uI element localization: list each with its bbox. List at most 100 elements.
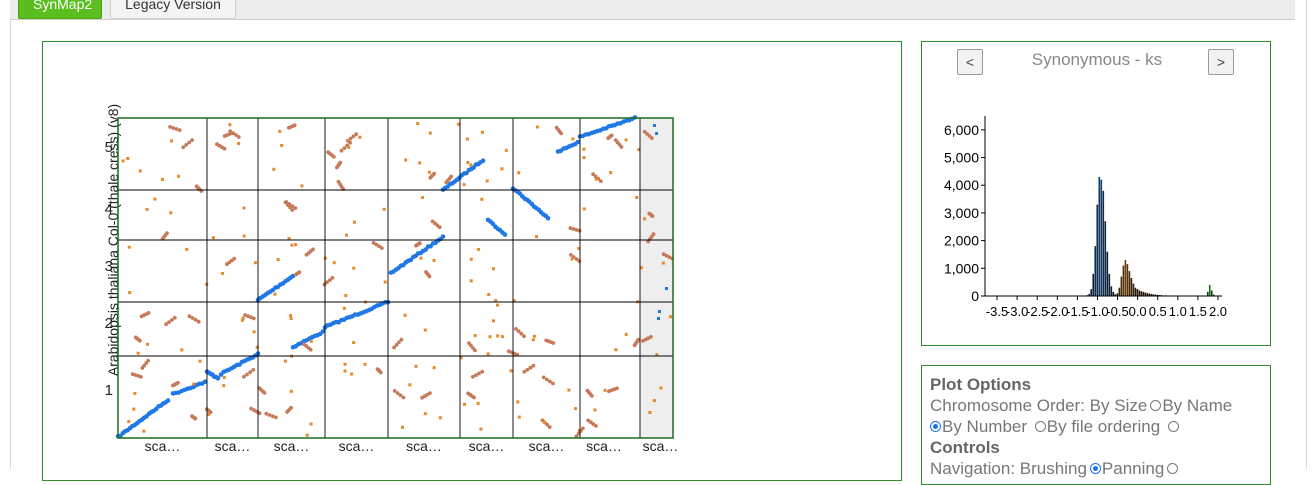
order-by-name-radio[interactable]: [930, 421, 941, 432]
ortholog-dot: [285, 410, 289, 414]
histogram-bar: [1107, 252, 1109, 296]
histogram-bar: [1096, 205, 1098, 296]
histogram-bar: [1141, 291, 1143, 296]
match-dot: [487, 352, 490, 355]
histogram-bar: [1090, 289, 1092, 296]
match-dot: [470, 279, 473, 282]
dotplot-panel: Arabidopsis thaliana Col-0 (thale cress)…: [42, 41, 902, 481]
match-dot: [280, 144, 283, 147]
histogram-x-tick-label: 0.0: [1129, 304, 1147, 319]
histogram-bar: [1207, 292, 1209, 296]
match-dot: [582, 148, 585, 151]
ortholog-dot: [641, 339, 645, 343]
chromosome-order-label: Chromosome Order:: [930, 396, 1085, 415]
match-dot: [243, 235, 246, 238]
match-dot: [643, 217, 646, 220]
match-dot: [543, 421, 546, 424]
order-by-name-label: By Name: [1162, 396, 1232, 415]
match-dot: [344, 294, 347, 297]
order-by-file-radio[interactable]: [1168, 421, 1179, 432]
histogram-x-tick-label: -3.0: [1006, 304, 1028, 319]
match-dot: [571, 137, 574, 140]
ortholog-dot: [379, 371, 383, 375]
match-dot: [128, 291, 131, 294]
match-dot: [401, 426, 404, 429]
ortholog-dot: [346, 139, 350, 143]
ortholog-dot: [542, 376, 546, 380]
match-dot: [571, 258, 574, 261]
histogram-x-tick-label: 1.5: [1189, 304, 1207, 319]
order-by-size-radio[interactable]: [1150, 400, 1161, 411]
match-dot: [278, 130, 281, 133]
dotplot-shaded-region: [640, 118, 673, 438]
ortholog-dot: [187, 141, 191, 145]
match-dot: [496, 334, 499, 337]
histogram-bar: [1125, 260, 1127, 296]
tab-synmap2[interactable]: SynMap2: [18, 0, 102, 19]
ortholog-dot: [606, 136, 610, 140]
match-dot: [223, 376, 226, 379]
match-dot: [492, 319, 495, 322]
match-dot: [222, 384, 225, 387]
match-dot: [237, 142, 240, 145]
ks-histogram-chart[interactable]: 01,0002,0003,0004,0005,0006,000-3.5-3.0-…: [922, 42, 1270, 345]
histogram-bar: [1133, 284, 1135, 296]
match-dot: [277, 258, 280, 261]
match-dot: [153, 198, 156, 201]
match-dot: [486, 179, 489, 182]
match-dot: [466, 138, 469, 141]
ortholog-dot: [414, 244, 418, 248]
ortholog-dot: [402, 396, 406, 400]
controls-heading: Controls: [930, 437, 1000, 458]
match-dot: [180, 348, 183, 351]
histogram-x-tick-label: -0.5: [1106, 304, 1128, 319]
match-dot: [352, 267, 355, 270]
dotplot-x-tick-label: sca…: [215, 438, 251, 454]
histogram-y-tick-label: 4,000: [944, 177, 979, 193]
match-dot: [350, 373, 353, 376]
order-by-file-label: By file ordering: [1047, 417, 1160, 436]
tab-legacy-version[interactable]: Legacy Version: [110, 0, 236, 19]
order-by-number-radio[interactable]: [1035, 421, 1046, 432]
dotplot-x-tick-label: sca…: [529, 438, 565, 454]
histogram-bar: [1103, 191, 1105, 296]
ortholog-dot: [252, 317, 256, 321]
match-dot: [517, 171, 520, 174]
ortholog-dot: [590, 394, 594, 398]
match-dot: [660, 387, 663, 390]
match-dot: [347, 146, 350, 149]
match-dot: [383, 208, 386, 211]
ortholog-dot: [522, 370, 526, 374]
ortholog-dot: [139, 375, 143, 379]
histogram-x-tick-label: -3.5: [986, 304, 1008, 319]
histogram-y-tick-label: 6,000: [944, 122, 979, 138]
match-dot: [470, 258, 473, 261]
match-dot: [177, 175, 180, 178]
match-dot: [635, 196, 638, 199]
ortholog-dot: [197, 320, 201, 324]
dotplot-x-tick-label: sca…: [339, 438, 375, 454]
histogram-x-tick-label: -1.5: [1066, 304, 1088, 319]
match-dot: [345, 234, 348, 237]
ortholog-dot: [343, 146, 347, 150]
match-dot: [408, 383, 411, 386]
histogram-bar: [1100, 180, 1102, 296]
ortholog-dot: [171, 384, 175, 388]
histogram-x-tick-label: -2.5: [1026, 304, 1048, 319]
dotplot-chart[interactable]: 12345sca…sca…sca…sca…sca…sca…sca…sca…sca…: [43, 42, 901, 480]
ortholog-dot: [472, 396, 476, 400]
match-dot: [128, 246, 131, 249]
match-dot: [536, 126, 539, 129]
ortholog-dot: [551, 341, 555, 345]
histogram-bar: [1094, 246, 1096, 296]
synteny-dot: [166, 398, 171, 403]
match-dot: [254, 261, 257, 264]
ortholog-dot: [140, 366, 144, 370]
ortholog-dot: [242, 375, 246, 379]
match-dot: [199, 360, 202, 363]
synteny-dot: [665, 287, 668, 290]
match-dot: [487, 293, 490, 296]
match-dot: [272, 168, 275, 171]
ortholog-dot: [332, 155, 336, 159]
